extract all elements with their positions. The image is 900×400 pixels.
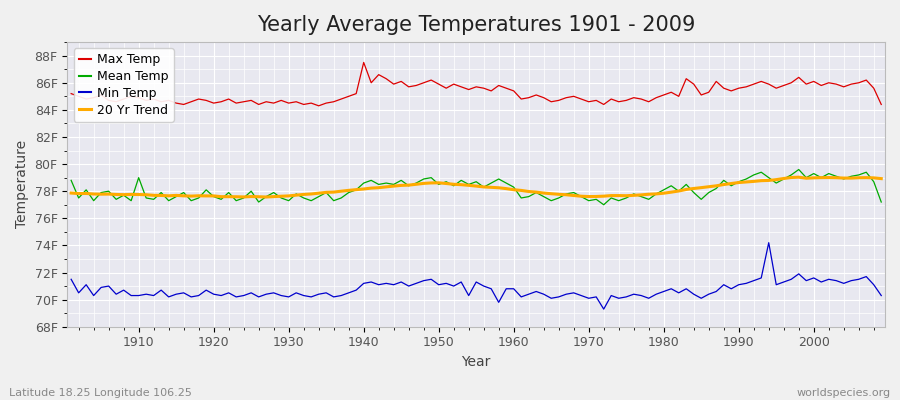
- Legend: Max Temp, Mean Temp, Min Temp, 20 Yr Trend: Max Temp, Mean Temp, Min Temp, 20 Yr Tre…: [74, 48, 174, 122]
- Text: worldspecies.org: worldspecies.org: [796, 388, 891, 398]
- Title: Yearly Average Temperatures 1901 - 2009: Yearly Average Temperatures 1901 - 2009: [257, 15, 696, 35]
- Y-axis label: Temperature: Temperature: [15, 140, 29, 228]
- Text: Latitude 18.25 Longitude 106.25: Latitude 18.25 Longitude 106.25: [9, 388, 192, 398]
- X-axis label: Year: Year: [462, 355, 490, 369]
